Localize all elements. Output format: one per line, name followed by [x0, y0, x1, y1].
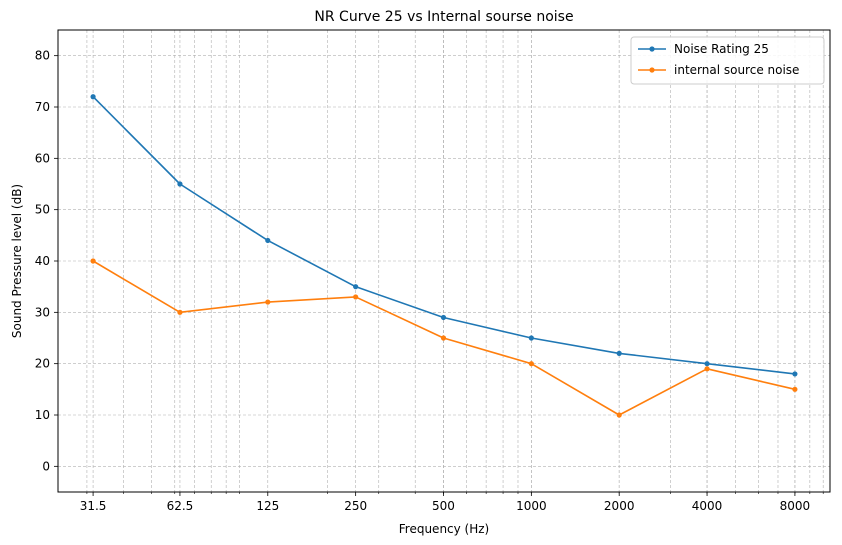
x-tick-label: 2000: [604, 499, 635, 513]
data-point: [704, 366, 710, 372]
data-point: [792, 386, 798, 392]
y-tick-label: 0: [42, 459, 50, 473]
x-tick-label: 31.5: [80, 499, 107, 513]
data-point: [792, 371, 798, 377]
data-point: [177, 309, 183, 315]
y-tick-label: 20: [35, 357, 50, 371]
legend-box: [630, 36, 825, 85]
data-point: [616, 412, 622, 418]
x-tick-label: 8000: [780, 499, 811, 513]
legend: Noise Rating 25 internal source noise: [630, 36, 825, 85]
y-tick-label: 80: [35, 49, 50, 63]
data-point: [90, 94, 96, 100]
y-tick-label: 50: [35, 203, 50, 217]
x-axis-label: Frequency (Hz): [399, 522, 490, 536]
x-tick-label: 250: [344, 499, 367, 513]
x-tick-label: 4000: [692, 499, 723, 513]
chart-title: NR Curve 25 vs Internal sourse noise: [314, 9, 573, 25]
legend-swatch-marker: [649, 67, 655, 73]
legend-entry-label: internal source noise: [674, 63, 799, 77]
data-point: [616, 350, 622, 356]
y-tick-label: 70: [35, 100, 50, 114]
data-point: [353, 294, 359, 300]
series-1: [90, 94, 798, 377]
data-point: [440, 314, 447, 321]
series-2: [90, 258, 798, 418]
data-point: [528, 361, 534, 367]
data-point: [265, 299, 271, 305]
x-tick-label: 1000: [516, 499, 547, 513]
ticks: 0 10 20 30 40 50 60 70 80 31.5 62.5 125 250 500 1000 20…: [35, 49, 824, 513]
data-point: [704, 361, 710, 367]
x-tick-label: 125: [256, 499, 279, 513]
data-point: [90, 258, 96, 264]
legend-swatch-marker: [649, 46, 655, 52]
legend-entry-label: Noise Rating 25: [674, 42, 769, 56]
data-point: [440, 335, 447, 341]
x-tick-label: 62.5: [167, 499, 194, 513]
series-layer: [90, 94, 798, 418]
x-tick-label: 500: [432, 499, 455, 513]
y-tick-label: 60: [35, 151, 50, 165]
y-tick-label: 40: [35, 254, 50, 268]
y-axis-label: Sound Pressure level (dB): [10, 184, 24, 338]
data-point: [265, 237, 271, 244]
y-tick-label: 10: [35, 408, 50, 422]
y-tick-label: 30: [35, 305, 50, 319]
data-point: [353, 284, 359, 290]
data-point: [177, 181, 183, 187]
data-point: [528, 335, 534, 341]
plot-frame: [57, 29, 831, 493]
